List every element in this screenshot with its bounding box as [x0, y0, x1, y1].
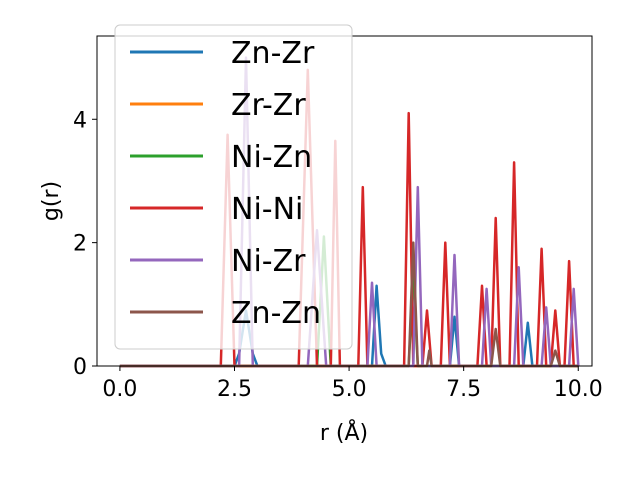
y-tick-label: 2 [73, 232, 87, 257]
y-ticks: 0 2 4 [73, 108, 97, 380]
legend-box [114, 24, 353, 350]
x-tick-label: 5.0 [332, 377, 367, 402]
x-tick-label: 7.5 [446, 377, 481, 402]
x-tick-label: 10.0 [554, 377, 603, 402]
legend-label-zr-zr: Zr-Zr [231, 88, 306, 123]
y-tick-label: 0 [73, 355, 87, 380]
legend-label-zn-zn: Zn-Zn [231, 296, 321, 331]
legend-label-ni-zr: Ni-Zr [231, 244, 306, 279]
legend-label-zn-zr: Zn-Zr [231, 36, 315, 71]
y-tick-label: 4 [73, 108, 87, 133]
x-tick-label: 2.5 [217, 377, 252, 402]
y-axis-label: g(r) [39, 181, 64, 221]
x-axis-label: r (Å) [320, 419, 368, 446]
legend-label-ni-zn: Ni-Zn [231, 140, 312, 175]
legend: Zn-Zr Zr-Zr Ni-Zn Ni-Ni Ni-Zr Zn-Zn [114, 24, 353, 350]
legend-label-ni-ni: Ni-Ni [231, 192, 303, 227]
x-tick-label: 0.0 [102, 377, 137, 402]
x-ticks: 0.0 2.5 5.0 7.5 10.0 [102, 366, 603, 402]
